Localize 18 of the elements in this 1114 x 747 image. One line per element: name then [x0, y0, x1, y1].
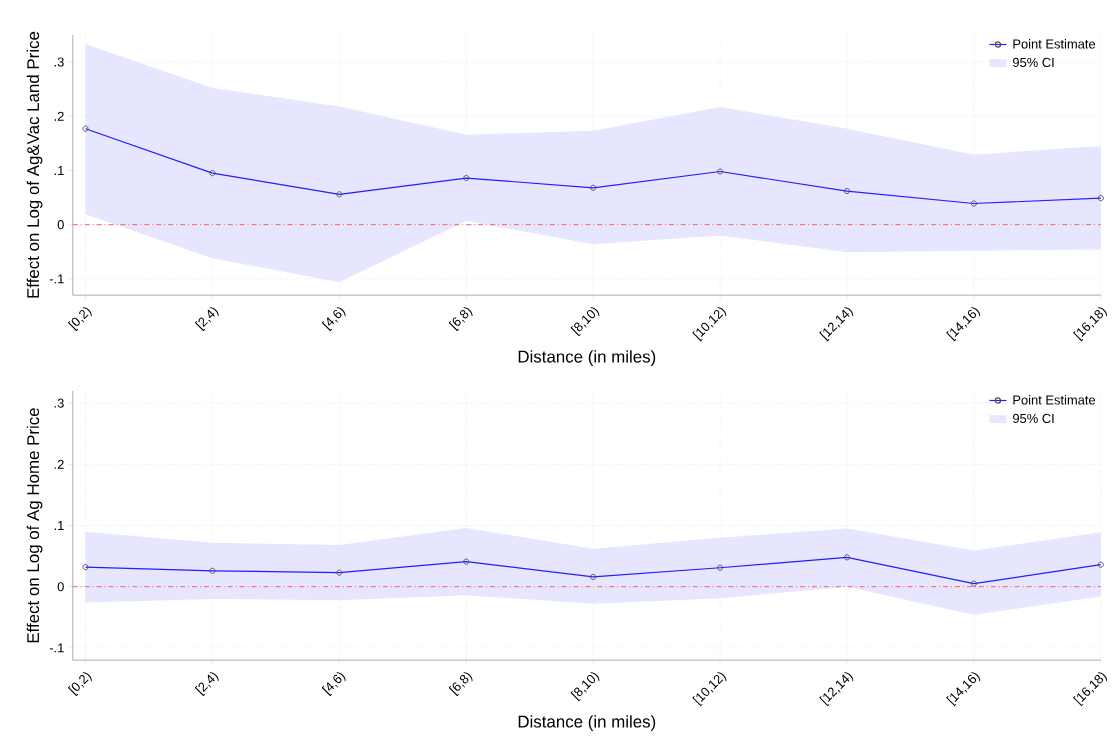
y-tick-label: .2	[54, 111, 64, 121]
y-tick-label: .1	[54, 166, 64, 175]
x-axis-title: Distance (in miles)	[518, 350, 656, 366]
x-axis-title: Distance (in miles)	[518, 715, 656, 731]
legend-label: Point Estimate	[1013, 395, 1096, 405]
y-tick-label: .3	[54, 57, 64, 67]
annotation: 95% CI	[1012, 57, 1054, 68]
y-tick-label: .1	[54, 521, 64, 530]
annotation: 95% CI	[1012, 413, 1054, 424]
y-tick-label: -.1	[49, 274, 64, 284]
y-tick-label: .2	[54, 459, 64, 469]
y-axis-title: Effect on Log of Ag&Vac Land Price	[26, 31, 43, 298]
y-axis-title: Effect on Log of Ag Home Price	[26, 408, 43, 643]
y-tick-label: -.1	[49, 643, 64, 653]
legend-label: Point Estimate	[1013, 39, 1096, 49]
y-tick-label: 0	[57, 582, 64, 592]
y-tick-label: 0	[57, 220, 64, 230]
y-tick-label: .3	[54, 398, 64, 408]
